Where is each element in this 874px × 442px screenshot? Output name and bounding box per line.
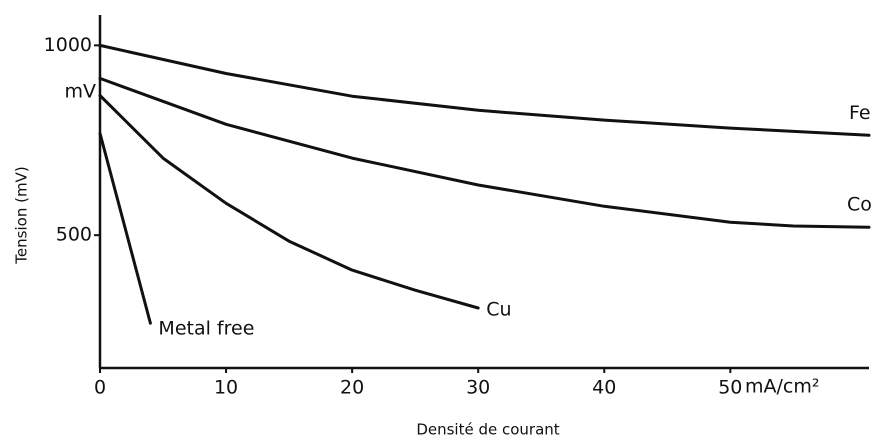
x-tick-label: 20 — [340, 377, 364, 399]
x-tick-label: 0 — [94, 377, 106, 399]
y-unit: mV — [64, 81, 96, 103]
series-label: Co — [847, 194, 872, 216]
x-axis-title: Densité de courant — [416, 421, 559, 439]
y-tick-label: 1000 — [44, 34, 92, 56]
y-tick-label: 500 — [56, 224, 92, 246]
x-unit: mA/cm² — [745, 376, 819, 398]
y-axis-title: Tension (mV) — [13, 166, 31, 264]
line — [98, 43, 871, 137]
x-tick-label: 50 — [718, 377, 742, 399]
x-tick-label: 40 — [592, 377, 616, 399]
series-label: Fe — [849, 102, 871, 124]
line — [98, 76, 871, 229]
series-label: Metal free — [158, 318, 254, 340]
line — [98, 131, 152, 325]
x-tick-label: 10 — [214, 377, 238, 399]
line — [98, 94, 480, 310]
series-label: Cu — [486, 299, 511, 321]
x-tick-label: 30 — [466, 377, 490, 399]
